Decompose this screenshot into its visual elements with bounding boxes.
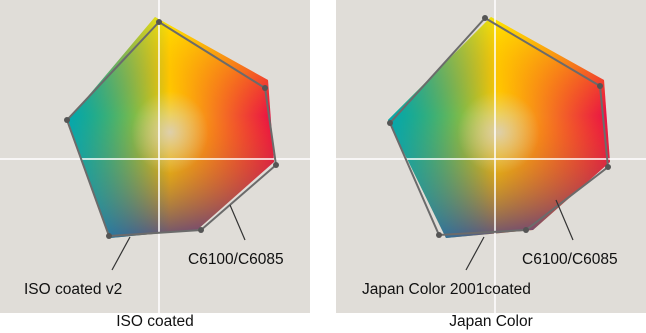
- iso-coated-caption: ISO coated: [116, 313, 194, 330]
- printer-gamut-label: C6100/C6085: [522, 251, 618, 268]
- iso-coated-gamut-plot: [0, 0, 310, 313]
- standard-gamut-label: ISO coated v2: [24, 281, 123, 298]
- printer-gamut-label: C6100/C6085: [188, 251, 284, 268]
- standard-gamut-label: Japan Color 2001coated: [362, 281, 531, 298]
- japan-color-caption: Japan Color: [449, 313, 533, 330]
- printer-leader-line: [229, 204, 246, 241]
- iso-coated-gamut-panel: C6100/C6085 ISO coated v2: [0, 0, 310, 313]
- standard-leader-line: [111, 236, 131, 271]
- japan-color-gamut-panel: C6100/C6085 Japan Color 2001coated: [336, 0, 646, 313]
- outline-vertices: [64, 19, 279, 239]
- japan-color-gamut-plot: [336, 0, 646, 313]
- standard-leader-line: [465, 236, 485, 271]
- printer-leader-line: [555, 199, 574, 241]
- outline-vertices: [387, 15, 611, 238]
